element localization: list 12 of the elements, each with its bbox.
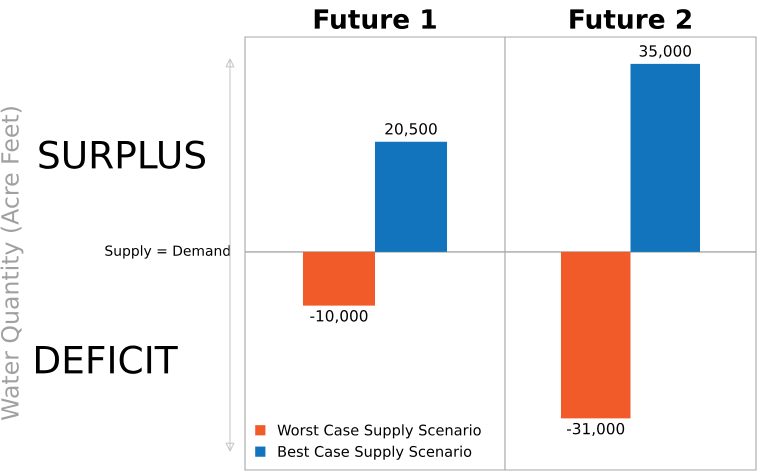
text: SURPLUS (39, 140, 206, 169)
chart-title: Future 2 (570, 9, 691, 30)
data-label: 20,500 (385, 123, 437, 136)
text: DEFICIT (36, 346, 178, 374)
data-label: -31,000 (567, 422, 624, 436)
ref-line-label: Supply = Demand (105, 245, 230, 259)
chart-title: Future 1 (314, 9, 436, 30)
data-label: -10,000 (310, 310, 368, 324)
legend-label: Best Case Supply Scenario (278, 446, 472, 460)
legend-label: Worst Case Supply Scenario (278, 424, 481, 438)
y-axis-title: Water Quantity (Acre Feet) (0, 107, 24, 420)
data-label: 35,000 (640, 45, 691, 58)
